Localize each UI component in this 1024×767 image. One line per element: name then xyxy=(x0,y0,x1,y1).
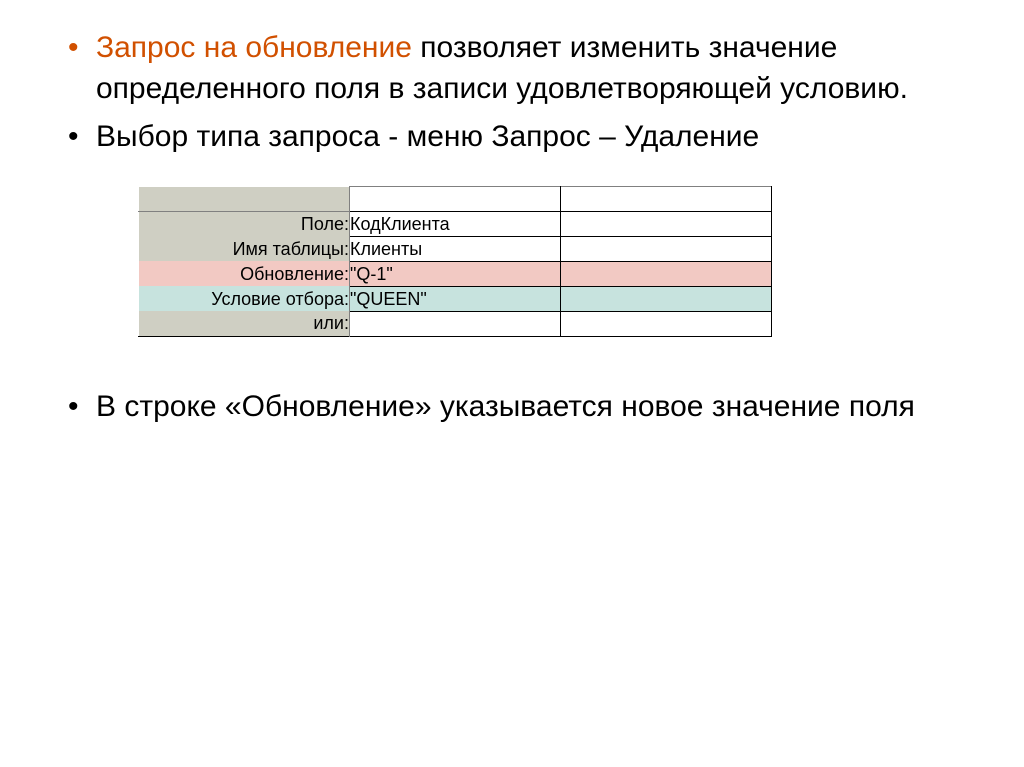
slide: Запрос на обновление позволяет изменить … xyxy=(0,0,1024,475)
qbe-label-or: или: xyxy=(139,311,350,336)
qbe-label-table: Имя таблицы: xyxy=(139,236,350,261)
qbe-label-condition: Условие отбора: xyxy=(139,286,350,311)
bullet-1-red-lead: Запрос на обновление xyxy=(96,31,412,64)
bullet-2: Выбор типа запроса - меню Запрос – Удале… xyxy=(60,117,964,158)
bullet-3: В строке «Обновление» указывается новое … xyxy=(60,387,964,428)
qbe-table: Поле: КодКлиента Имя таблицы: Клиенты Об… xyxy=(138,186,772,337)
qbe-row-field: Поле: КодКлиента xyxy=(139,211,772,236)
qbe-val-update: "Q-1" xyxy=(350,261,561,286)
qbe-label-update: Обновление: xyxy=(139,261,350,286)
qbe-label-field: Поле: xyxy=(139,211,350,236)
qbe-val-table: Клиенты xyxy=(350,236,561,261)
qbe-header-col1 xyxy=(350,186,561,211)
qbe-val-or xyxy=(350,311,561,336)
qbe-header-col2 xyxy=(561,186,772,211)
bullet-3-text: В строке «Обновление» указывается новое … xyxy=(96,390,915,423)
qbe-row-or: или: xyxy=(139,311,772,336)
qbe-val2-condition xyxy=(561,286,772,311)
qbe-row-condition: Условие отбора: "QUEEN" xyxy=(139,286,772,311)
qbe-header-label xyxy=(139,186,350,211)
qbe-val2-field xyxy=(561,211,772,236)
qbe-table-wrap: Поле: КодКлиента Имя таблицы: Клиенты Об… xyxy=(138,186,964,337)
bullet-2-text: Выбор типа запроса - меню Запрос – Удале… xyxy=(96,120,759,153)
bullet-1: Запрос на обновление позволяет изменить … xyxy=(60,28,964,109)
qbe-val-field: КодКлиента xyxy=(350,211,561,236)
qbe-val2-table xyxy=(561,236,772,261)
qbe-header-strip xyxy=(139,186,772,211)
qbe-row-update: Обновление: "Q-1" xyxy=(139,261,772,286)
qbe-val2-update xyxy=(561,261,772,286)
qbe-row-table: Имя таблицы: Клиенты xyxy=(139,236,772,261)
bullet-list-top: Запрос на обновление позволяет изменить … xyxy=(60,28,964,158)
bullet-list-bottom: В строке «Обновление» указывается новое … xyxy=(60,387,964,428)
qbe-val2-or xyxy=(561,311,772,336)
qbe-val-condition: "QUEEN" xyxy=(350,286,561,311)
